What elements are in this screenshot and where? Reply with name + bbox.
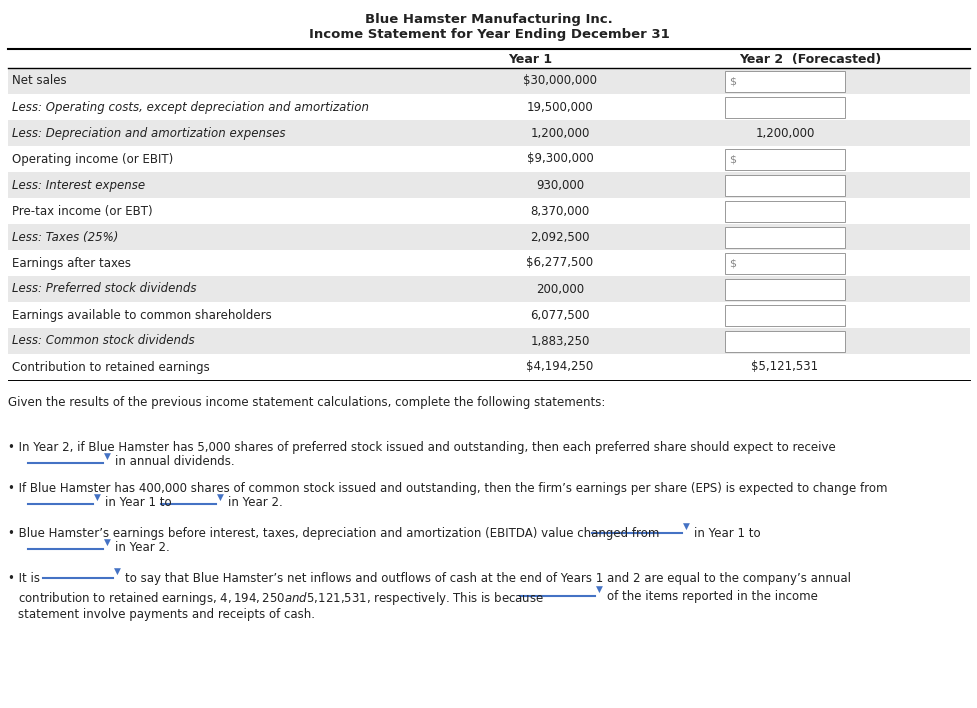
Text: ▼: ▼ bbox=[217, 493, 224, 502]
Text: Less: Operating costs, except depreciation and amortization: Less: Operating costs, except depreciati… bbox=[12, 101, 368, 113]
Bar bbox=[8, 224, 969, 250]
Text: • Blue Hamster’s earnings before interest, taxes, depreciation and amortization : • Blue Hamster’s earnings before interes… bbox=[8, 527, 658, 540]
Text: $: $ bbox=[728, 258, 736, 268]
Text: in Year 1 to: in Year 1 to bbox=[694, 527, 760, 540]
Text: in Year 2.: in Year 2. bbox=[228, 496, 282, 509]
Text: 1,200,000: 1,200,000 bbox=[530, 127, 589, 139]
Text: Pre-tax income (or EBT): Pre-tax income (or EBT) bbox=[12, 205, 152, 217]
Text: Contribution to retained earnings: Contribution to retained earnings bbox=[12, 360, 209, 374]
Text: Net sales: Net sales bbox=[12, 74, 66, 88]
Text: $4,194,250: $4,194,250 bbox=[526, 360, 593, 374]
Bar bbox=[724, 96, 844, 118]
Bar bbox=[8, 68, 969, 94]
Text: 1,200,000: 1,200,000 bbox=[754, 127, 814, 139]
Text: to say that Blue Hamster’s net inflows and outflows of cash at the end of Years : to say that Blue Hamster’s net inflows a… bbox=[125, 572, 850, 586]
Bar bbox=[724, 253, 844, 273]
Text: • In Year 2, if Blue Hamster has 5,000 shares of preferred stock issued and outs: • In Year 2, if Blue Hamster has 5,000 s… bbox=[8, 441, 835, 454]
Bar bbox=[724, 174, 844, 195]
Text: 19,500,000: 19,500,000 bbox=[526, 101, 593, 113]
Bar bbox=[8, 120, 969, 146]
Text: Operating income (or EBIT): Operating income (or EBIT) bbox=[12, 152, 173, 166]
Bar bbox=[8, 172, 969, 198]
Text: Earnings after taxes: Earnings after taxes bbox=[12, 256, 131, 270]
Text: Year 1: Year 1 bbox=[507, 53, 551, 66]
Text: Given the results of the previous income statement calculations, complete the fo: Given the results of the previous income… bbox=[8, 396, 605, 409]
Text: 8,370,000: 8,370,000 bbox=[530, 205, 589, 217]
Bar bbox=[8, 328, 969, 354]
Text: • It is: • It is bbox=[8, 572, 40, 586]
Text: ▼: ▼ bbox=[94, 493, 101, 502]
Bar bbox=[724, 227, 844, 248]
Text: Less: Common stock dividends: Less: Common stock dividends bbox=[12, 334, 194, 348]
Bar bbox=[8, 276, 969, 302]
Bar bbox=[724, 278, 844, 299]
Text: Income Statement for Year Ending December 31: Income Statement for Year Ending Decembe… bbox=[309, 28, 668, 41]
Text: Year 2  (Forecasted): Year 2 (Forecasted) bbox=[738, 53, 880, 66]
Text: in Year 2.: in Year 2. bbox=[115, 542, 170, 554]
Text: $6,277,500: $6,277,500 bbox=[526, 256, 593, 270]
Text: of the items reported in the income: of the items reported in the income bbox=[607, 590, 817, 603]
Text: ▼: ▼ bbox=[682, 522, 689, 531]
Text: $: $ bbox=[728, 76, 736, 86]
Bar bbox=[724, 304, 844, 326]
Text: contribution to retained earnings, $4,194,250 and $5,121,531, respectively. This: contribution to retained earnings, $4,19… bbox=[18, 590, 543, 607]
Text: $: $ bbox=[728, 154, 736, 164]
Text: Less: Preferred stock dividends: Less: Preferred stock dividends bbox=[12, 282, 196, 295]
Bar bbox=[724, 331, 844, 351]
Text: $5,121,531: $5,121,531 bbox=[750, 360, 818, 374]
Text: 930,000: 930,000 bbox=[535, 178, 583, 191]
Text: statement involve payments and receipts of cash.: statement involve payments and receipts … bbox=[18, 608, 315, 622]
Text: Less: Taxes (25%): Less: Taxes (25%) bbox=[12, 231, 118, 244]
Bar bbox=[724, 71, 844, 91]
Text: ▼: ▼ bbox=[104, 452, 110, 460]
Text: 1,883,250: 1,883,250 bbox=[530, 334, 589, 348]
Text: $9,300,000: $9,300,000 bbox=[526, 152, 593, 166]
Text: ▼: ▼ bbox=[114, 567, 121, 576]
Text: Blue Hamster Manufacturing Inc.: Blue Hamster Manufacturing Inc. bbox=[364, 13, 613, 26]
Text: ▼: ▼ bbox=[104, 538, 110, 547]
Text: ▼: ▼ bbox=[595, 585, 602, 594]
Text: in annual dividends.: in annual dividends. bbox=[115, 455, 234, 468]
Text: 6,077,500: 6,077,500 bbox=[530, 309, 589, 321]
Text: $30,000,000: $30,000,000 bbox=[523, 74, 596, 88]
Bar bbox=[724, 149, 844, 169]
Text: Less: Interest expense: Less: Interest expense bbox=[12, 178, 145, 191]
Text: in Year 1 to: in Year 1 to bbox=[105, 496, 171, 509]
Bar bbox=[724, 200, 844, 222]
Text: Less: Depreciation and amortization expenses: Less: Depreciation and amortization expe… bbox=[12, 127, 285, 139]
Text: Earnings available to common shareholders: Earnings available to common shareholder… bbox=[12, 309, 272, 321]
Text: 2,092,500: 2,092,500 bbox=[530, 231, 589, 244]
Text: • If Blue Hamster has 400,000 shares of common stock issued and outstanding, the: • If Blue Hamster has 400,000 shares of … bbox=[8, 482, 886, 496]
Text: 200,000: 200,000 bbox=[535, 282, 583, 295]
